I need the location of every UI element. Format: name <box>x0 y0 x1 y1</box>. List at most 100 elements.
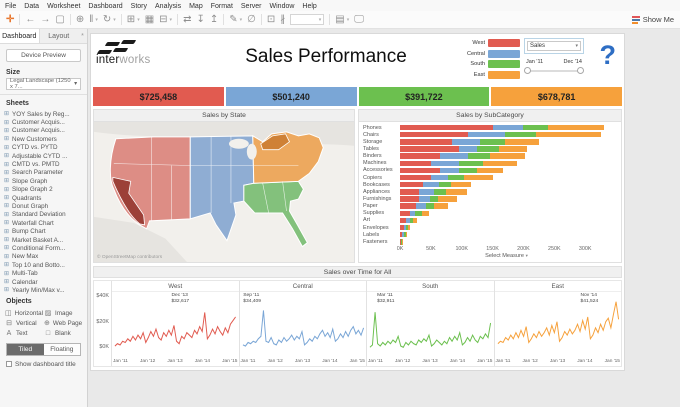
legend-row-west[interactable]: West <box>462 39 520 47</box>
measure-dropdown[interactable]: Sales ▾ <box>527 41 581 51</box>
sort-descending-icon[interactable]: ↥ <box>209 13 219 25</box>
sheet-list-item[interactable]: ⊞ Market Basket A... <box>4 236 83 244</box>
bar-row-storage[interactable]: Storage <box>363 138 613 145</box>
legend-row-east[interactable]: East <box>462 70 520 79</box>
menu-dashboard[interactable]: Dashboard <box>88 2 123 10</box>
show-me-button[interactable]: Show Me <box>631 15 674 24</box>
x-axis-label[interactable]: Select Measure ▾ <box>485 253 528 260</box>
menu-story[interactable]: Story <box>130 2 148 10</box>
bar-row-tables[interactable]: Tables <box>363 145 613 152</box>
slider-handle-end[interactable] <box>577 67 584 74</box>
sheet-list-item[interactable]: ⊞ Customer Acquis... <box>4 127 83 135</box>
us-choropleth-map[interactable]: © OpenStreetMap contributors <box>94 122 354 263</box>
chevron-down-icon[interactable]: ▾ <box>169 16 173 23</box>
bar-row-envelopes[interactable]: Envelopes <box>363 224 613 231</box>
tab-layout[interactable]: Layout <box>48 32 70 40</box>
time-panel-east[interactable]: East Nov '14 $41,524 Jan '11 Jan '12 Jan '13 J… <box>493 281 621 366</box>
sort-ascending-icon[interactable]: ↧ <box>196 13 205 25</box>
menu-worksheet[interactable]: Worksheet <box>47 2 81 10</box>
sheet-list-item[interactable]: ⊞ Quadrants <box>4 194 83 202</box>
object-vertical[interactable]: ⊟ Vertical <box>5 319 43 328</box>
slider-handle-start[interactable] <box>524 67 531 74</box>
help-icon[interactable]: ? <box>599 40 617 70</box>
sheet-list-item[interactable]: ⊞ Slope Graph 2 <box>4 186 83 194</box>
pin-icon[interactable]: * <box>81 32 84 40</box>
sheet-list-item[interactable]: ⊞ YOY Sales by Reg... <box>4 110 83 118</box>
sheet-list-item[interactable]: ⊞ Waterfall Chart <box>4 219 83 227</box>
subcategory-bar-chart[interactable]: Phones Chairs Storage Tables Binders Machines… <box>359 122 621 245</box>
object-web-page[interactable]: ⊕ Web Page <box>44 319 82 328</box>
menu-file[interactable]: File <box>5 2 17 10</box>
undo-icon[interactable]: ← <box>25 13 36 25</box>
kpi-east[interactable]: $678,781 <box>491 87 622 106</box>
refresh-icon[interactable]: ↻ <box>102 13 112 25</box>
sheet-list-item[interactable]: ⊞ New Max <box>4 253 83 261</box>
sheet-list-item[interactable]: ⊞ Adjustable CYTD ... <box>4 152 83 160</box>
sheet-list-item[interactable]: ⊞ Standard Deviation <box>4 211 83 219</box>
sheet-list-item[interactable]: ⊞ New Customers <box>4 135 83 143</box>
object-horizontal[interactable]: ◫ Horizontal <box>5 309 43 318</box>
size-dropdown[interactable]: Legal Landscape (1250 x 7... ▾ <box>6 78 81 90</box>
show-dashboard-title-option[interactable]: Show dashboard title <box>6 361 81 368</box>
menu-data[interactable]: Data <box>24 2 40 10</box>
bar-row-supplies[interactable]: Supplies <box>363 210 613 217</box>
date-range-slider[interactable] <box>524 66 584 75</box>
tableau-logo-icon[interactable]: ✛ <box>6 13 15 25</box>
pause-updates-icon[interactable]: ‖ <box>89 13 94 25</box>
tab-dashboard[interactable]: Dashboard <box>0 29 40 43</box>
sheet-list-item[interactable]: ⊞ Calendar <box>4 278 83 286</box>
group-members-icon[interactable]: ∅ <box>247 13 256 25</box>
sheet-list-item[interactable]: ⊞ Yearly Min/Max v... <box>4 286 83 294</box>
bar-row-accessories[interactable]: Accessories <box>363 167 613 174</box>
menu-window[interactable]: Window <box>269 2 295 10</box>
chevron-down-icon[interactable]: ▾ <box>137 16 140 23</box>
sheet-list-item[interactable]: ⊞ Slope Graph <box>4 177 83 185</box>
chevron-down-icon[interactable]: ▾ <box>113 16 116 23</box>
sheet-list-item[interactable]: ⊞ CYTD vs. PYTD <box>4 144 83 152</box>
legend-row-south[interactable]: South <box>462 60 520 68</box>
fix-axes-icon[interactable]: ∦ <box>280 13 286 25</box>
time-panel-south[interactable]: South Mar '11 $32,911 Jan '11 Jan '12 Jan '13… <box>366 281 494 366</box>
sheet-list-item[interactable]: ⊞ Customer Acquis... <box>4 118 83 126</box>
duplicate-sheet-icon[interactable]: ▦ <box>144 13 155 25</box>
show-title-checkbox[interactable] <box>6 361 12 368</box>
bar-row-machines[interactable]: Machines <box>363 160 613 167</box>
presentation-mode-icon[interactable]: 🖵 <box>354 13 364 25</box>
chevron-down-icon[interactable]: ▾ <box>95 16 98 23</box>
device-preview-button[interactable]: Device Preview <box>6 49 81 62</box>
bar-row-phones[interactable]: Phones <box>363 124 613 131</box>
sheet-list-item[interactable]: ⊞ Search Parameter <box>4 169 83 177</box>
bar-row-furnishings[interactable]: Furnishings <box>363 195 613 202</box>
object-image[interactable]: ▨ Image <box>44 309 82 318</box>
menu-format[interactable]: Format <box>210 2 233 10</box>
object-text[interactable]: A Text <box>5 329 43 338</box>
redo-icon[interactable]: → <box>40 13 51 25</box>
highlight-icon[interactable]: ✎ <box>229 13 238 25</box>
chevron-down-icon[interactable]: ▾ <box>346 16 350 23</box>
new-data-source-icon[interactable]: ⊕ <box>75 13 85 25</box>
time-panel-west[interactable]: West Dec '13 $32,617 Jan '11 Jan '12 Jan '13 J… <box>111 281 239 366</box>
save-icon[interactable]: ▢ <box>55 13 65 25</box>
sheet-list-item[interactable]: ⊞ Donut Graph <box>4 202 83 210</box>
bar-row-labels[interactable]: Labels <box>363 231 613 238</box>
floating-button[interactable]: Floating <box>43 343 80 355</box>
bar-row-copiers[interactable]: Copiers <box>363 174 613 181</box>
clear-sheet-icon[interactable]: ⊟ <box>159 13 168 25</box>
bar-row-art[interactable]: Art <box>363 217 613 224</box>
new-worksheet-icon[interactable]: ⊞ <box>126 13 136 25</box>
sheet-list-item[interactable]: ⊞ Top 10 and Botto... <box>4 261 83 269</box>
show-cards-icon[interactable]: ▤ <box>335 13 345 25</box>
map-attribution[interactable]: © OpenStreetMap contributors <box>97 255 163 261</box>
bar-row-binders[interactable]: Binders <box>363 153 613 160</box>
legend-row-central[interactable]: Central <box>462 49 520 58</box>
kpi-south[interactable]: $391,722 <box>358 87 490 106</box>
show-mark-labels-icon[interactable]: ⊡ <box>266 13 276 25</box>
fit-dropdown[interactable]: ▾ <box>290 14 325 25</box>
bar-row-appliances[interactable]: Appliances <box>363 188 613 195</box>
menu-analysis[interactable]: Analysis <box>155 2 182 10</box>
swap-rows-columns-icon[interactable]: ⇄ <box>183 13 192 25</box>
bar-row-fasteners[interactable]: Fasteners <box>363 238 613 245</box>
bar-row-paper[interactable]: Paper <box>363 203 613 210</box>
bar-row-bookcases[interactable]: Bookcases <box>363 181 613 188</box>
menu-server[interactable]: Server <box>240 2 262 10</box>
